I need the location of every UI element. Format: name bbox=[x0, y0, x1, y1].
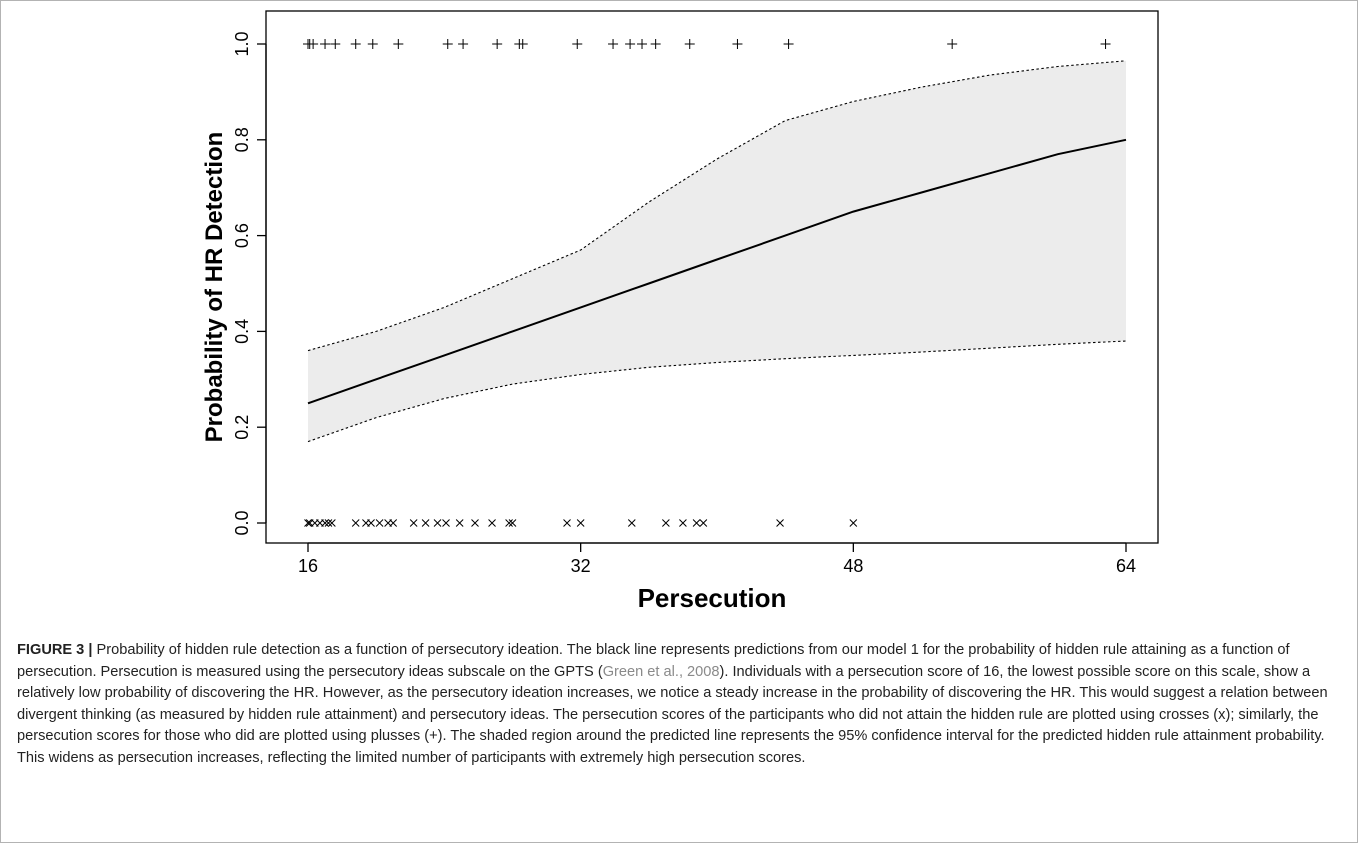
cross-marker bbox=[421, 519, 430, 527]
cross-marker bbox=[662, 519, 670, 527]
plus-marker bbox=[783, 39, 794, 49]
y-tick-label: 0.0 bbox=[232, 510, 252, 535]
plus-marker bbox=[684, 39, 695, 49]
cross-marker bbox=[679, 519, 687, 527]
cross-marker bbox=[488, 519, 496, 527]
y-tick-label: 0.8 bbox=[232, 127, 252, 152]
x-axis-label: Persecution bbox=[638, 583, 787, 613]
cross-marker bbox=[328, 519, 336, 527]
plus-marker bbox=[1100, 39, 1111, 49]
y-tick-label: 0.6 bbox=[232, 223, 252, 248]
x-tick-label: 16 bbox=[298, 556, 318, 576]
y-tick-label: 0.2 bbox=[232, 415, 252, 440]
citation-link[interactable]: Green et al., 2008 bbox=[602, 663, 720, 680]
plus-marker bbox=[650, 39, 661, 49]
cross-marker bbox=[776, 519, 784, 527]
cross-marker bbox=[699, 519, 708, 527]
not-attained-points bbox=[304, 519, 858, 527]
plus-marker bbox=[947, 39, 958, 49]
plus-marker bbox=[517, 39, 528, 49]
figure-caption: FIGURE 3 | Probability of hidden rule de… bbox=[17, 640, 1343, 770]
plus-marker bbox=[458, 39, 469, 49]
cross-marker bbox=[321, 519, 329, 527]
cross-marker bbox=[442, 519, 450, 527]
x-tick-label: 48 bbox=[843, 556, 863, 576]
plus-marker bbox=[330, 39, 341, 49]
x-tick-label: 64 bbox=[1116, 556, 1136, 576]
plus-marker bbox=[732, 39, 743, 49]
chart: 16 32 48 64 0.00.20.40.60.81.0 Persecution … bbox=[201, 10, 1159, 613]
cross-marker bbox=[692, 519, 701, 527]
plus-marker bbox=[442, 39, 453, 49]
x-tick-label: 32 bbox=[571, 556, 591, 576]
cross-marker bbox=[351, 519, 360, 527]
plus-marker bbox=[308, 39, 319, 49]
figure-label: FIGURE 3 | bbox=[17, 642, 93, 658]
cross-marker bbox=[508, 519, 517, 527]
cross-marker bbox=[563, 519, 571, 527]
cross-marker bbox=[505, 519, 513, 527]
y-tick-label: 1.0 bbox=[232, 31, 252, 56]
plus-marker bbox=[320, 39, 331, 49]
cross-marker bbox=[455, 519, 464, 527]
cross-marker bbox=[375, 519, 384, 527]
prediction-line bbox=[307, 138, 1127, 405]
cross-marker bbox=[324, 519, 333, 527]
plus-marker bbox=[393, 39, 404, 49]
cross-marker bbox=[849, 519, 858, 527]
cross-marker bbox=[409, 519, 418, 527]
attained-points bbox=[303, 39, 1111, 49]
plus-marker bbox=[492, 39, 503, 49]
y-axis-label: Probability of HR Detection bbox=[201, 132, 228, 443]
cross-marker bbox=[471, 519, 479, 527]
cross-marker bbox=[433, 519, 442, 527]
x-axis: 16 32 48 64 bbox=[298, 542, 1136, 576]
y-axis: 0.0 0.2 0.4 0.6 0.8 1.0 bbox=[232, 31, 267, 536]
caption-text-1: Probability of hidden rule detection as … bbox=[17, 642, 1290, 680]
caption-text-2: ). Individuals with a persecution score … bbox=[17, 663, 1328, 766]
plus-marker bbox=[572, 39, 583, 49]
plus-marker bbox=[608, 39, 619, 49]
y-tick-label: 0.4 bbox=[232, 319, 252, 344]
cross-marker bbox=[389, 519, 398, 527]
plus-marker bbox=[625, 39, 636, 49]
cross-marker bbox=[627, 519, 636, 527]
plus-marker bbox=[350, 39, 361, 49]
band-lower-line bbox=[307, 340, 1127, 443]
confidence-band bbox=[308, 60, 1126, 442]
plus-marker bbox=[637, 39, 648, 49]
cross-marker bbox=[576, 519, 585, 527]
plus-marker bbox=[367, 39, 378, 49]
cross-marker bbox=[304, 519, 312, 527]
cross-marker bbox=[367, 519, 375, 527]
